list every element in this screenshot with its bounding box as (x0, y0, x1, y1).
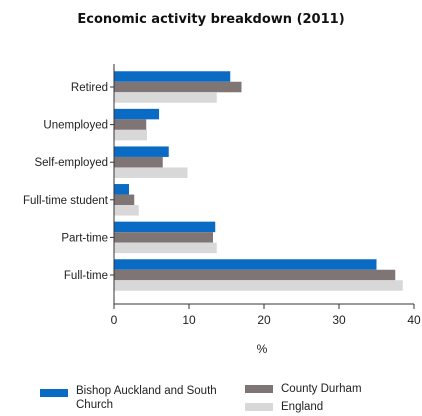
x-tick-label: 40 (407, 313, 421, 327)
bar-3-full-time (114, 280, 403, 291)
bar-2-part-time (114, 232, 213, 243)
y-tick-label: Full-time student (23, 195, 109, 207)
x-tick-label: 10 (182, 313, 196, 327)
legend-swatch-series-2 (245, 385, 273, 393)
legend-label-series-3: England (281, 401, 324, 413)
chart-plot: Retired Unemployed Self-employed Full-time … (23, 64, 421, 356)
bar-2-self-employed (114, 156, 163, 168)
legend-item-series-2: County Durham (245, 382, 362, 396)
bar-3-retired (114, 92, 217, 103)
legend-item-series-1: Bishop Auckland and South Church (40, 384, 256, 412)
bar-1-part-time (114, 221, 216, 233)
axes-layer: Retired Unemployed Self-employed Full-time … (23, 64, 421, 356)
y-tick-label: Part-time (61, 232, 108, 244)
legend-item-series-3: England (245, 400, 323, 414)
x-tick-label: 20 (257, 313, 271, 327)
x-tick-label: 30 (332, 313, 346, 327)
bar-2-unemployed (114, 119, 147, 130)
bar-3-unemployed (114, 129, 147, 141)
bar-1-full-time-student (114, 184, 129, 195)
bar-3-full-time-student (114, 205, 139, 216)
bar-1-retired (114, 71, 231, 82)
y-tick-label: Unemployed (43, 120, 108, 132)
legend-label-series-2: County Durham (281, 383, 362, 395)
legend: Bishop Auckland and South Church County … (0, 378, 422, 416)
bars-layer (114, 71, 403, 291)
bar-1-unemployed (114, 108, 159, 120)
bar-1-self-employed (114, 146, 169, 157)
x-tick-label: 0 (111, 313, 118, 327)
chart-title: Economic activity breakdown (2011) (77, 12, 345, 27)
legend-swatch-series-3 (245, 403, 273, 411)
bar-2-retired (114, 81, 242, 93)
legend-label-series-1: Bishop Auckland and South Church (76, 385, 217, 411)
y-tick-label: Self-employed (34, 157, 108, 169)
bar-3-self-employed (114, 167, 188, 178)
bar-2-full-time (114, 269, 396, 281)
y-tick-label: Retired (71, 82, 108, 94)
bar-2-full-time-student (114, 194, 135, 206)
y-tick-label: Full-time (64, 270, 108, 282)
legend-swatch-series-1 (40, 389, 68, 397)
bar-3-part-time (114, 242, 217, 254)
bar-1-full-time (114, 259, 377, 270)
x-axis-label: % (257, 342, 268, 356)
